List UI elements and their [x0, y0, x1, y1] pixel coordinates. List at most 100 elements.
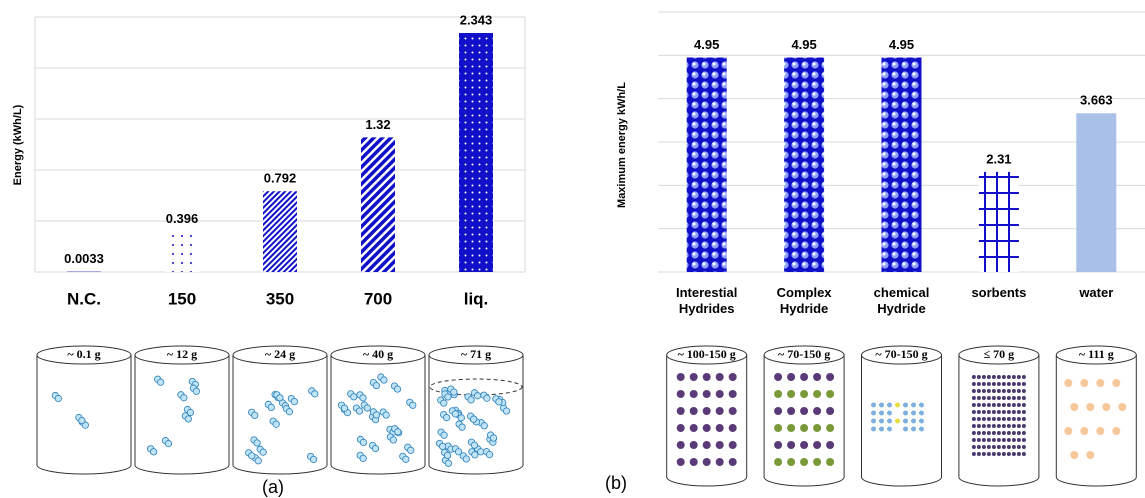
- atom: [903, 427, 908, 432]
- atom: [1002, 452, 1006, 456]
- value-label: 4.95: [791, 37, 816, 52]
- bar: [687, 58, 727, 273]
- atom: [1022, 438, 1026, 442]
- atom: [972, 438, 976, 442]
- atom: [987, 382, 991, 386]
- atom: [997, 445, 1001, 449]
- atom: [997, 403, 1001, 407]
- molecule: [452, 411, 458, 417]
- bar: [1076, 113, 1116, 272]
- molecule: [383, 412, 389, 418]
- atom: [813, 407, 821, 415]
- atom: [972, 382, 976, 386]
- bar: [165, 232, 199, 272]
- cylinder: ~ 70-150 g: [764, 346, 844, 486]
- atom: [690, 373, 698, 381]
- atom: [982, 445, 986, 449]
- atom: [1012, 410, 1016, 414]
- atom: [987, 389, 991, 393]
- atom: [977, 403, 981, 407]
- molecule: [255, 458, 261, 464]
- atom: [1022, 382, 1026, 386]
- molecule: [490, 435, 496, 441]
- atom: [813, 424, 821, 432]
- molecule: [408, 447, 414, 453]
- molecule: [364, 405, 370, 411]
- molecule: [443, 414, 449, 420]
- atom: [800, 373, 808, 381]
- cylinder-label: ~ 70-150 g: [778, 347, 830, 361]
- atom: [677, 458, 685, 466]
- cylinder-label: ~ 100-150 g: [678, 347, 736, 361]
- atom: [787, 458, 795, 466]
- atom: [1002, 382, 1006, 386]
- molecule: [310, 456, 316, 462]
- atom: [703, 441, 711, 449]
- atom: [1007, 424, 1011, 428]
- atom: [1012, 389, 1016, 393]
- molecule: [395, 429, 401, 435]
- value-label: 0.396: [166, 211, 199, 226]
- atom: [992, 396, 996, 400]
- atom: [987, 424, 991, 428]
- x-tick-label: 350: [266, 289, 294, 308]
- atom: [787, 407, 795, 415]
- cylinder: ~ 0.1 g: [37, 346, 131, 474]
- atom: [1012, 382, 1016, 386]
- molecule: [381, 377, 387, 383]
- atom: [887, 427, 892, 432]
- atom: [1002, 375, 1006, 379]
- cylinder-body: [1056, 355, 1136, 486]
- atom: [1012, 375, 1016, 379]
- atom: [1112, 427, 1120, 435]
- molecule: [277, 395, 283, 401]
- cylinder-label: ~ 111 g: [1079, 347, 1114, 361]
- cylinder: ~ 71 g: [429, 346, 523, 474]
- atom: [982, 424, 986, 428]
- atom: [982, 417, 986, 421]
- atom: [1002, 389, 1006, 393]
- atom: [716, 390, 724, 398]
- atom: [1022, 375, 1026, 379]
- atom: [879, 419, 884, 424]
- x-tick-label: 700: [364, 289, 392, 308]
- atom: [1022, 452, 1026, 456]
- atom: [997, 389, 1001, 393]
- atom: [977, 382, 981, 386]
- x-tick-label: Complex Hydride: [759, 285, 849, 317]
- atom: [774, 390, 782, 398]
- molecule: [477, 449, 483, 455]
- atom: [1017, 382, 1021, 386]
- atom: [1007, 445, 1011, 449]
- atom: [1022, 396, 1026, 400]
- atom: [1012, 438, 1016, 442]
- atom: [992, 410, 996, 414]
- molecule: [503, 408, 509, 414]
- molecule: [445, 460, 451, 466]
- atom: [1007, 396, 1011, 400]
- molecule: [291, 398, 297, 404]
- atom: [1007, 410, 1011, 414]
- bar: [882, 58, 922, 273]
- atom: [1070, 451, 1078, 459]
- atom: [871, 427, 876, 432]
- atom: [982, 389, 986, 393]
- cylinder: ~ 100-150 g: [667, 346, 747, 486]
- atom: [690, 390, 698, 398]
- atom: [690, 458, 698, 466]
- molecule: [472, 452, 478, 458]
- x-tick-label: sorbents: [954, 285, 1044, 301]
- atom: [997, 375, 1001, 379]
- atom: [977, 389, 981, 393]
- atom: [982, 431, 986, 435]
- atom: [813, 458, 821, 466]
- value-label: 0.0033: [64, 251, 104, 266]
- atom: [703, 458, 711, 466]
- atom: [826, 407, 834, 415]
- atom: [1102, 403, 1110, 411]
- atom: [977, 396, 981, 400]
- y-axis-label: Maximum energy kWh/L: [616, 82, 628, 208]
- atom: [774, 373, 782, 381]
- atom: [1064, 427, 1072, 435]
- molecule: [372, 445, 378, 451]
